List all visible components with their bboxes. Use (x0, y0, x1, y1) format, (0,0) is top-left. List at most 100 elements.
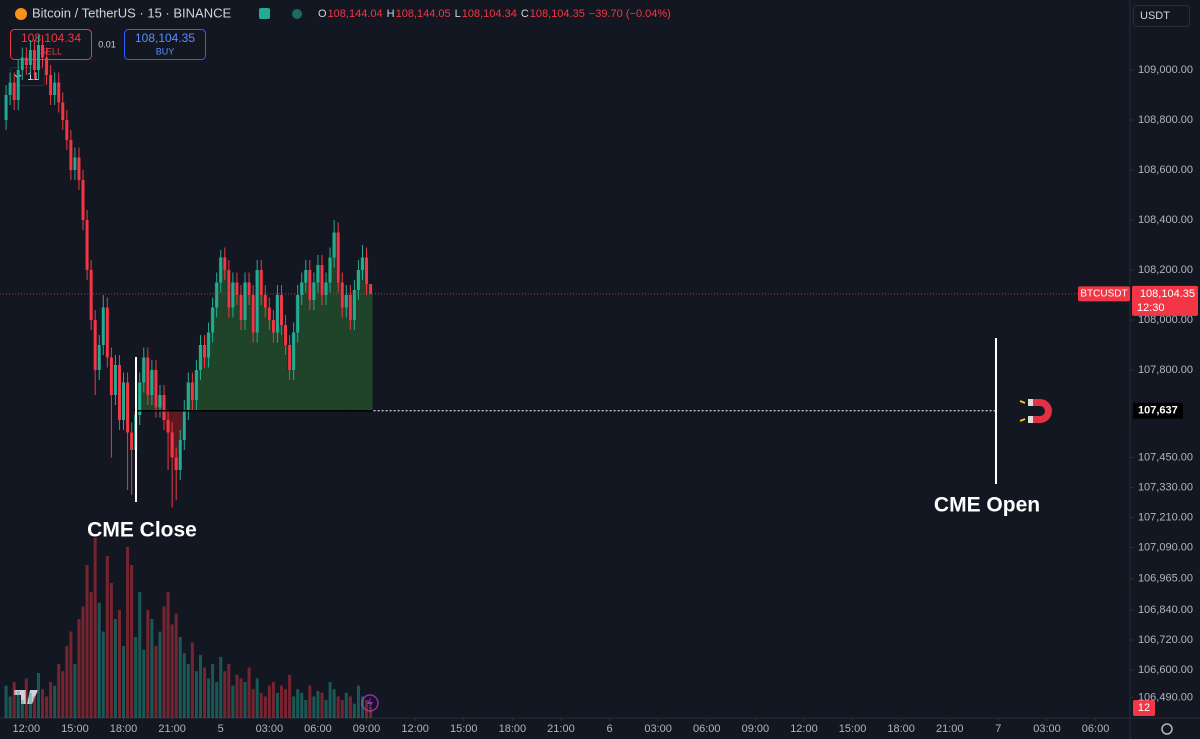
alerts-badge[interactable] (1133, 700, 1155, 716)
gap-fill (271, 332, 276, 411)
replay-icon[interactable] (361, 694, 379, 712)
volume-bar (292, 696, 296, 718)
candle-body (130, 432, 134, 450)
candle-body (255, 270, 259, 333)
volume-bar (360, 696, 364, 718)
volume-bar (154, 646, 158, 718)
volume-bar (239, 678, 243, 718)
buy-label: BUY (156, 46, 175, 56)
candle-body (304, 270, 308, 283)
sell-button[interactable] (10, 29, 92, 60)
volume-bar (312, 696, 316, 718)
y-tick-label: 106,720.00 (1138, 634, 1193, 646)
volume-bar (263, 696, 267, 718)
candle-body (69, 140, 73, 170)
gap-fill (336, 282, 341, 411)
candle-body (300, 282, 304, 295)
volume-bar (73, 664, 77, 718)
ohlc-key: H (387, 8, 395, 20)
candle-body (284, 325, 288, 345)
x-tick-label: 03:00 (1033, 723, 1061, 735)
gap-fill (299, 282, 304, 411)
candle-body (360, 257, 364, 270)
volume-bar (130, 565, 134, 718)
volume-bar (194, 671, 198, 718)
candle-body (162, 395, 166, 420)
gap-fill (234, 295, 239, 411)
volume-bar (255, 678, 259, 718)
candle-body (93, 320, 97, 370)
gap-fill (348, 320, 353, 411)
candle-body (344, 295, 348, 308)
volume-bar (162, 606, 166, 718)
buy-button[interactable] (124, 29, 206, 60)
volume-bar (45, 696, 49, 718)
volume-bar (207, 678, 211, 718)
gap-fill (340, 307, 345, 411)
gap-fill (328, 257, 333, 411)
volume-bar (356, 685, 360, 718)
volume-bar (247, 667, 251, 718)
volume-bar (288, 674, 292, 718)
gap-fill (247, 295, 252, 411)
candle-body (81, 180, 85, 220)
candle-body (117, 365, 121, 420)
x-tick-label: 15:00 (450, 723, 478, 735)
ohlc-value: 108,144.05 (396, 8, 451, 20)
last-price-label: 108,104.35 (1140, 288, 1195, 300)
candle-body (57, 82, 61, 103)
y-tick-label: 108,600.00 (1138, 164, 1193, 176)
candle-body (182, 410, 186, 440)
candle-body (166, 420, 170, 433)
volume-bar (134, 637, 138, 718)
candle-body (288, 345, 292, 370)
volume-bar (203, 667, 207, 718)
gap-fill (344, 295, 349, 411)
candle-body (215, 282, 219, 308)
candle-body (211, 307, 215, 333)
volume-bar (328, 682, 332, 718)
volume-bar (365, 700, 369, 718)
volume-bar (235, 674, 239, 718)
volume-bar (117, 610, 121, 718)
volume-bar (41, 689, 45, 718)
candle-body (356, 270, 360, 290)
volume-bar (101, 631, 105, 718)
candle-body (174, 457, 178, 470)
candle-body (12, 82, 16, 100)
candle-body (227, 270, 231, 308)
candle-body (251, 295, 255, 333)
candle-body (207, 332, 211, 358)
volume-bar (211, 664, 215, 718)
status-icon (292, 9, 302, 19)
currency: USDT (1140, 10, 1170, 22)
candle-body (332, 232, 336, 258)
volume-bar (275, 692, 279, 718)
volume-bar (340, 700, 344, 718)
volume-bar (316, 691, 320, 718)
candle-body (138, 382, 142, 415)
currency-button[interactable] (1133, 5, 1190, 27)
gap-label: 107,637 (1138, 405, 1178, 417)
volume-bar (279, 685, 283, 718)
volume-bar (186, 664, 190, 718)
candle-body (105, 307, 109, 358)
candle-body (89, 270, 93, 320)
candle-body (292, 332, 296, 370)
candle-body (178, 440, 182, 470)
candle-body (365, 257, 369, 284)
symbol[interactable]: Bitcoin / TetherUS · 15 · BINANCE (32, 5, 231, 20)
settings-icon[interactable] (1161, 723, 1173, 735)
gap-fill (332, 232, 337, 411)
candle-body (73, 157, 77, 170)
volume-bar (259, 692, 263, 718)
candle-body (239, 295, 243, 320)
gap-fill (263, 307, 268, 411)
candle-body (235, 282, 239, 295)
x-tick-label: 7 (995, 723, 1001, 735)
buy-price: 108,104.35 (135, 31, 195, 45)
x-tick-label: 21:00 (547, 723, 575, 735)
logo (14, 690, 38, 704)
candle-body (49, 75, 53, 95)
volume-bar (227, 664, 231, 718)
